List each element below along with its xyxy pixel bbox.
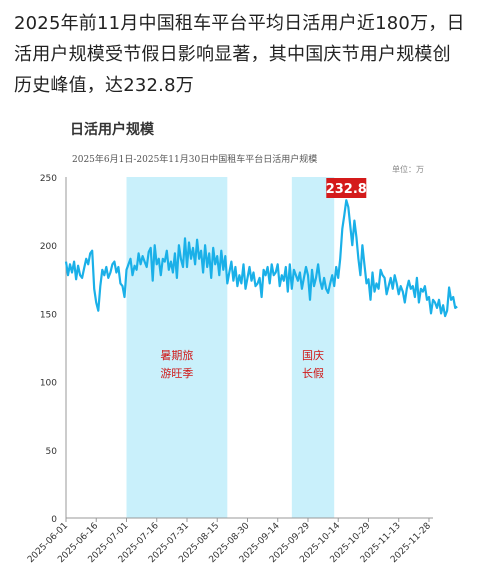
band-label-1-line1: 国庆: [302, 348, 324, 362]
shaded-band-1: [291, 177, 335, 518]
headline: 2025年前11月中国租车平台平均日活用户近180万，日活用户规模受节假日影响显…: [14, 13, 465, 96]
y-tick-label: 0: [51, 515, 57, 525]
y-tick-label: 50: [46, 447, 58, 457]
y-tick-label: 200: [40, 242, 57, 252]
series-line: [64, 199, 458, 318]
y-tick-label: 150: [40, 310, 57, 320]
chart-subtitle: 2025年6月1日-2025年11月30日中国租车平台日活用户规模: [72, 155, 318, 165]
band-label-0-line2: 游旺季: [160, 367, 193, 380]
y-tick-label: 100: [40, 379, 57, 389]
band-label-0-line1: 暑期旅: [160, 348, 193, 362]
unit-label: 单位：万: [392, 165, 424, 174]
band-label-1-line2: 长假: [302, 366, 324, 380]
shaded-band-0: [126, 177, 228, 518]
peak-label-box: [326, 178, 367, 198]
chart-title: 日活用户规模: [70, 122, 154, 138]
peak-label: 232.8: [326, 182, 367, 197]
y-tick-label: 250: [40, 174, 57, 184]
